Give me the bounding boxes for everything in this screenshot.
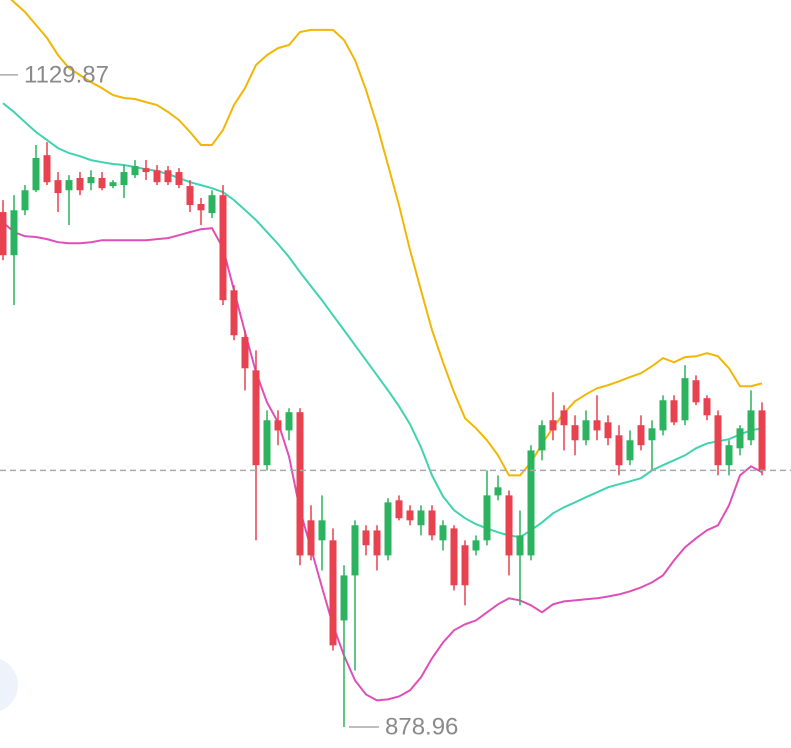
candle-body (637, 425, 645, 446)
candle-body (186, 186, 194, 206)
candle-body (296, 412, 304, 556)
candle-body (725, 445, 733, 466)
candle-body (450, 528, 458, 586)
candle-body (142, 168, 150, 173)
candle-body (65, 180, 73, 191)
candle-body (131, 166, 139, 176)
candle-body (109, 182, 117, 187)
candle-body (21, 190, 29, 211)
candle-body (494, 487, 502, 496)
candle-body (516, 535, 524, 556)
candle-body (571, 425, 579, 441)
candle-body (219, 195, 227, 301)
candle-body (604, 422, 612, 439)
candle-body (648, 428, 656, 441)
candle-body (560, 410, 568, 426)
candle-body (87, 176, 95, 184)
band-line (2, 102, 763, 539)
candle-body (208, 195, 216, 214)
candle-body (164, 170, 172, 183)
band-line (2, 221, 763, 702)
candle-body (406, 510, 414, 521)
candle-body (175, 172, 183, 186)
candle-body (274, 420, 282, 431)
candle-body (285, 412, 293, 431)
candle-body (428, 510, 436, 536)
candle-body (417, 510, 425, 526)
candle-body (483, 495, 491, 541)
max-price-label: 1129.87 (24, 61, 109, 88)
scroll-handle (0, 658, 18, 712)
candle-body (615, 435, 623, 466)
candle-body (549, 420, 557, 431)
candle-body (714, 415, 722, 466)
candle-body (472, 540, 480, 551)
candle-body (120, 172, 128, 186)
candle-body (318, 520, 326, 541)
candles (0, 142, 766, 728)
candle-body (703, 398, 711, 416)
bands (2, 0, 763, 702)
min-price-label: 878.96 (385, 713, 458, 740)
candle-body (681, 378, 689, 421)
candle-body (252, 370, 260, 466)
candle-body (593, 420, 601, 431)
candle-body (373, 530, 381, 556)
candle-body (582, 420, 590, 441)
candle-body (439, 525, 447, 541)
candle-body (197, 204, 205, 211)
candle-body (527, 450, 535, 556)
candle-body (538, 425, 546, 451)
candle-body (329, 540, 337, 646)
candle-body (307, 520, 315, 556)
candle-body (76, 178, 84, 191)
candle-body (747, 410, 755, 441)
labels: 1129.87 878.96 (0, 61, 791, 740)
candle-body (263, 420, 271, 466)
candle-body (32, 158, 40, 191)
candle-body (505, 495, 513, 556)
band-line (10, 0, 763, 477)
candle-body (362, 530, 370, 546)
candle-body (230, 290, 238, 336)
candle-body (43, 155, 51, 183)
candle-body (626, 440, 634, 461)
candle-body (54, 180, 62, 194)
candle-body (241, 337, 249, 369)
candle-body (340, 575, 348, 621)
candle-body (395, 500, 403, 519)
candle-body (10, 210, 18, 256)
candle-body (758, 410, 766, 471)
candle-body (461, 545, 469, 586)
candle-body (351, 525, 359, 576)
candle-body (670, 400, 678, 423)
candle-body (98, 178, 106, 189)
candle-body (692, 380, 700, 403)
candle-body (0, 212, 7, 256)
candle-body (384, 502, 392, 556)
candle-body (153, 170, 161, 183)
candle-body (659, 400, 667, 431)
candle-body (736, 428, 744, 449)
